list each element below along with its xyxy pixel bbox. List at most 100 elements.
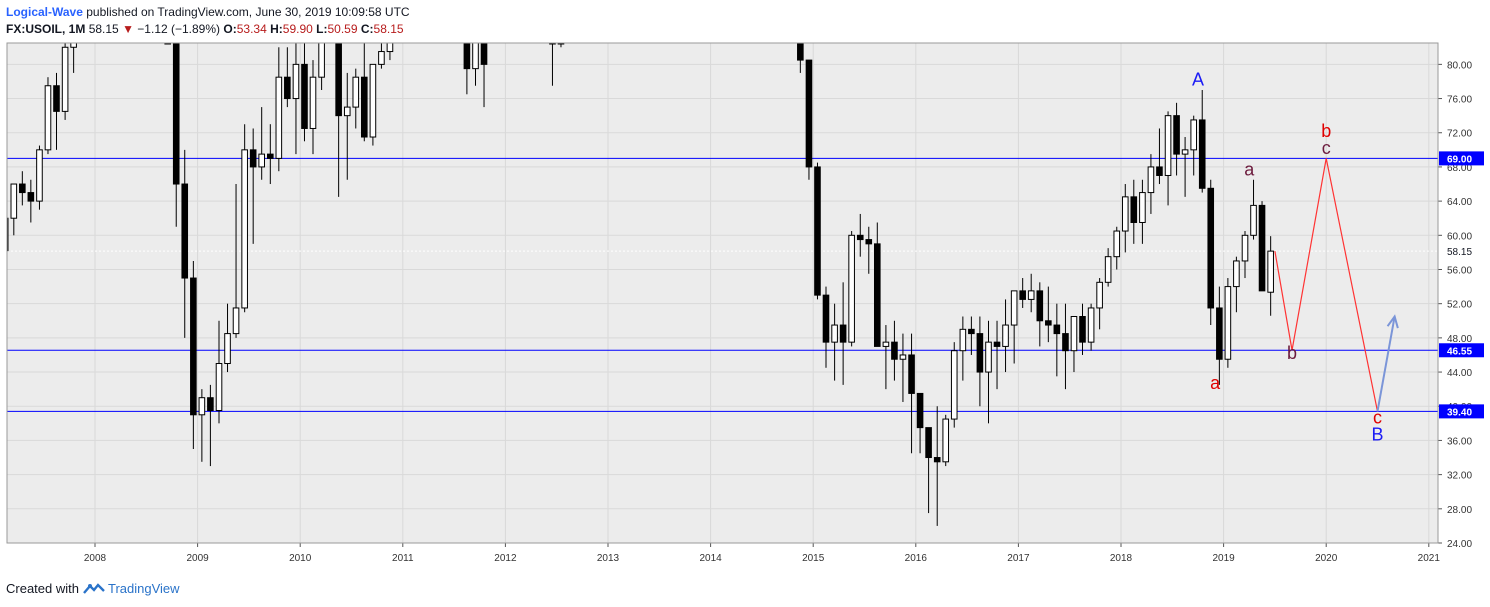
candle-up — [1002, 324, 1009, 347]
candle-down — [891, 341, 898, 360]
y-tick-label: 80.00 — [1447, 60, 1472, 71]
candle-up — [386, 43, 394, 53]
wave-label: b — [1321, 121, 1331, 141]
candle-down — [839, 324, 847, 343]
x-tick-label: 2014 — [699, 553, 722, 564]
candle-up — [950, 350, 958, 420]
candle-up — [1104, 256, 1112, 283]
x-tick-label: 2016 — [905, 553, 928, 564]
candle-up — [198, 397, 206, 416]
wave-label: a — [1244, 159, 1255, 179]
publish-line: Logical-Wave published on TradingView.co… — [6, 4, 410, 21]
created-with-text: Created with — [6, 581, 79, 596]
low-value: 50.59 — [327, 22, 358, 36]
candle-down — [873, 243, 881, 347]
horizontal-level-label-bg — [1439, 151, 1484, 166]
candle-up — [70, 43, 77, 48]
x-tick-label: 2012 — [494, 553, 517, 564]
close-label: C: — [360, 22, 374, 36]
candle-up — [309, 76, 317, 129]
candle-up — [1113, 230, 1121, 258]
chart-header: Logical-Wave published on TradingView.co… — [6, 4, 410, 38]
y-tick-label: 48.00 — [1447, 334, 1472, 345]
candle-up — [10, 183, 18, 219]
candle-up — [275, 76, 283, 159]
candle-down — [463, 43, 471, 70]
candle-down — [1062, 333, 1069, 352]
candle-up — [352, 76, 360, 108]
candle-down — [181, 183, 189, 279]
candle-up — [241, 149, 248, 309]
candle-up — [1267, 250, 1274, 293]
candle-up — [61, 46, 69, 112]
horizontal-level-label: 69.00 — [1447, 154, 1472, 165]
wave-label: B — [1371, 424, 1383, 444]
y-tick-label: 72.00 — [1447, 129, 1472, 140]
last-price-label: 58.15 — [1447, 247, 1472, 258]
tradingview-brand[interactable]: TradingView — [107, 581, 180, 596]
candle-down — [172, 43, 180, 185]
x-tick-label: 2018 — [1110, 553, 1133, 564]
candle-down — [968, 328, 975, 335]
low-label: L: — [316, 22, 328, 36]
candle-up — [378, 51, 385, 65]
candle-down — [976, 333, 984, 373]
candle-down — [1207, 187, 1215, 309]
x-tick-label: 2011 — [392, 553, 414, 564]
candle-down — [1036, 290, 1044, 322]
candle-up — [1181, 149, 1189, 155]
candle-up — [959, 328, 967, 352]
candle-down — [1079, 316, 1086, 343]
x-tick-label: 2009 — [186, 553, 209, 564]
candle-down — [933, 457, 941, 463]
candle-down — [480, 43, 488, 65]
down-arrow-icon: ▼ — [122, 22, 134, 36]
high-value: 59.90 — [282, 22, 313, 36]
candle-down — [1019, 290, 1026, 300]
y-tick-label: 56.00 — [1447, 265, 1472, 276]
candle-down — [360, 76, 368, 138]
candle-up — [1164, 115, 1172, 176]
x-tick-label: 2008 — [84, 553, 107, 564]
candle-up — [343, 106, 351, 117]
x-tick-label: 2020 — [1315, 553, 1338, 564]
candle-up — [848, 234, 855, 343]
open-value: 53.34 — [236, 22, 267, 36]
symbol: FX:USOIL, 1M — [6, 22, 86, 36]
y-tick-label: 52.00 — [1447, 300, 1472, 311]
candle-up — [318, 43, 325, 78]
x-tick-label: 2010 — [289, 553, 312, 564]
price-change: −1.12 (−1.89%) — [137, 22, 221, 36]
candle-up — [369, 63, 377, 138]
candle-down — [27, 192, 35, 202]
candle-up — [258, 153, 265, 168]
candle-up — [882, 341, 890, 347]
candle-down — [805, 59, 813, 168]
candle-up — [215, 363, 223, 412]
candle-down — [53, 85, 60, 112]
publisher-name[interactable]: Logical-Wave — [6, 5, 83, 19]
tradingview-logo-icon — [83, 583, 105, 594]
candle-up — [44, 85, 52, 151]
candle-down — [856, 234, 864, 241]
candle-up — [1241, 234, 1249, 262]
x-tick-label: 2015 — [802, 553, 825, 564]
candle-up — [899, 354, 907, 360]
candle-up — [472, 43, 479, 70]
candle-up — [831, 324, 838, 343]
published-text: published on TradingView.com, June 30, 2… — [86, 5, 410, 19]
y-tick-label: 64.00 — [1447, 197, 1472, 208]
candle-up — [36, 149, 43, 202]
wave-label: a — [1210, 373, 1221, 393]
horizontal-level-label-bg — [1439, 343, 1484, 358]
candle-down — [822, 294, 830, 343]
candle-down — [916, 392, 924, 429]
y-tick-label: 28.00 — [1447, 505, 1472, 516]
plot-layer — [7, 43, 1438, 543]
candle-up — [942, 418, 950, 463]
candle-down — [797, 43, 804, 61]
horizontal-level-label-bg — [1439, 404, 1484, 419]
last-price: 58.15 — [88, 22, 119, 36]
candle-down — [301, 63, 308, 129]
